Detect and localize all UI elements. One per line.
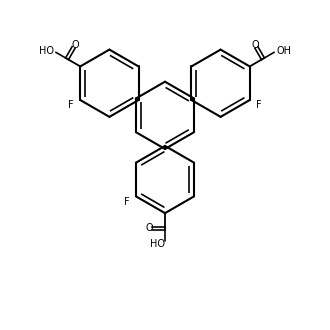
Text: O: O xyxy=(71,40,79,50)
Text: OH: OH xyxy=(276,46,291,56)
Text: F: F xyxy=(124,197,129,207)
Text: HO: HO xyxy=(150,239,165,249)
Text: O: O xyxy=(146,223,153,233)
Text: O: O xyxy=(251,40,259,50)
Text: F: F xyxy=(256,100,262,111)
Text: HO: HO xyxy=(39,46,54,56)
Text: F: F xyxy=(68,100,74,111)
